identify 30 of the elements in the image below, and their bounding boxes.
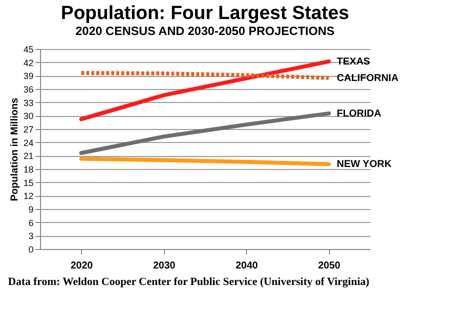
line-series — [79, 59, 331, 122]
y-tick-label: 36 — [23, 84, 34, 94]
x-tick-label: 2050 — [318, 260, 341, 272]
y-tick-label: 21 — [23, 151, 34, 162]
series-label: CALIFORNIA — [336, 72, 398, 84]
chart-title: Population: Four Largest States — [60, 3, 350, 24]
y-tick-label: 15 — [23, 178, 34, 188]
x-tick-label: 2030 — [153, 260, 176, 272]
series-label: NEW YORK — [336, 159, 392, 170]
y-tick-label: 6 — [28, 218, 34, 228]
y-tick-label: 12 — [23, 191, 34, 202]
y-tick-label: 18 — [23, 164, 34, 174]
text: Data from: Weldon Cooper Center for Public Service (University of Virginia) — [7, 276, 370, 288]
y-tick-label: 9 — [28, 204, 34, 214]
y-tick-label: 33 — [23, 98, 34, 108]
y-tick-label: 24 — [23, 138, 34, 148]
y-tick-label: 45 — [23, 44, 34, 54]
y-tick-label: 30 — [23, 111, 34, 122]
series-label: FLORIDA — [336, 108, 382, 120]
chart-subtitle: 2020 CENSUS AND 2030-2050 PROJECTIONS — [76, 24, 334, 38]
y-tick-label: 39 — [23, 71, 34, 82]
x-tick-label: 2020 — [70, 260, 94, 272]
line-series — [79, 111, 331, 155]
y-tick-label: 3 — [28, 231, 34, 242]
y-axis-title: Population in Millions — [9, 97, 20, 202]
y-tick-label: 0 — [28, 244, 34, 254]
series-label: TEXAS — [336, 56, 370, 68]
x-tick-label: 2040 — [236, 260, 258, 272]
y-tick-label: 27 — [23, 124, 34, 134]
y-tick-label: 42 — [23, 58, 34, 68]
